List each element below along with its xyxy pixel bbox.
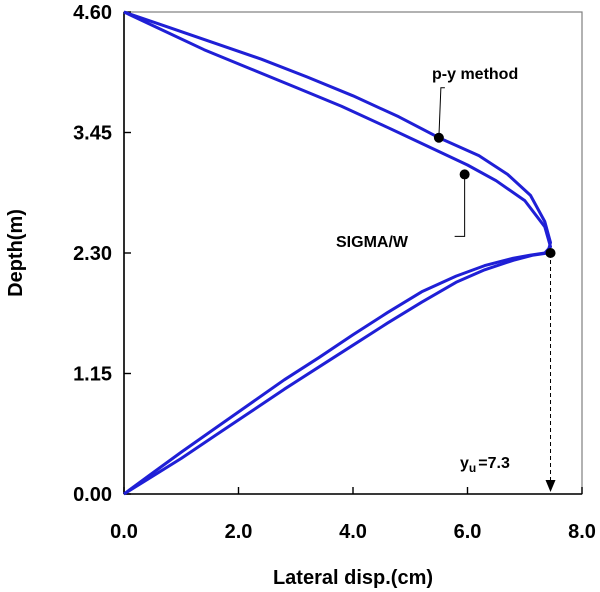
x-tick-label: 8.0 <box>568 521 596 543</box>
axis-ticks: 0.0 2.0 4.0 6.0 8.0 0.00 1.15 2.30 3.45 4.60 <box>73 2 596 543</box>
x-tick-label: 6.0 <box>454 521 482 543</box>
sigma-w-label: SIGMA/W <box>336 234 409 251</box>
yu-arrow-head <box>545 480 556 492</box>
y-tick-label: 3.45 <box>73 123 112 145</box>
x-axis-title: Lateral disp.(cm) <box>273 567 433 589</box>
y-tick-label: 0.00 <box>73 484 112 506</box>
marker-layer <box>433 132 556 258</box>
y-tick-label: 1.15 <box>73 364 112 386</box>
series-layer <box>123 10 552 496</box>
py-leader-line <box>438 87 445 138</box>
yu-label: yu =7.3 <box>460 455 510 475</box>
data-marker-2 <box>459 169 470 180</box>
data-marker-1 <box>433 132 444 143</box>
x-tick-label: 0.0 <box>110 521 138 543</box>
x-tick-label: 4.0 <box>339 521 367 543</box>
plot-area-frame <box>123 11 583 495</box>
y-axis-title: Depth(m) <box>5 209 27 297</box>
series-line-py-method <box>123 10 552 496</box>
x-tick-label: 2.0 <box>225 521 253 543</box>
annotation-layer: p-y method SIGMA/W yu =7.3 <box>336 66 556 492</box>
sigma-leader-line <box>454 174 466 237</box>
y-tick-label: 2.30 <box>73 243 112 265</box>
py-method-label: p-y method <box>432 66 518 83</box>
data-marker-3 <box>545 248 556 258</box>
series-line-sigma-w <box>123 10 552 496</box>
y-tick-label: 4.60 <box>73 2 112 24</box>
